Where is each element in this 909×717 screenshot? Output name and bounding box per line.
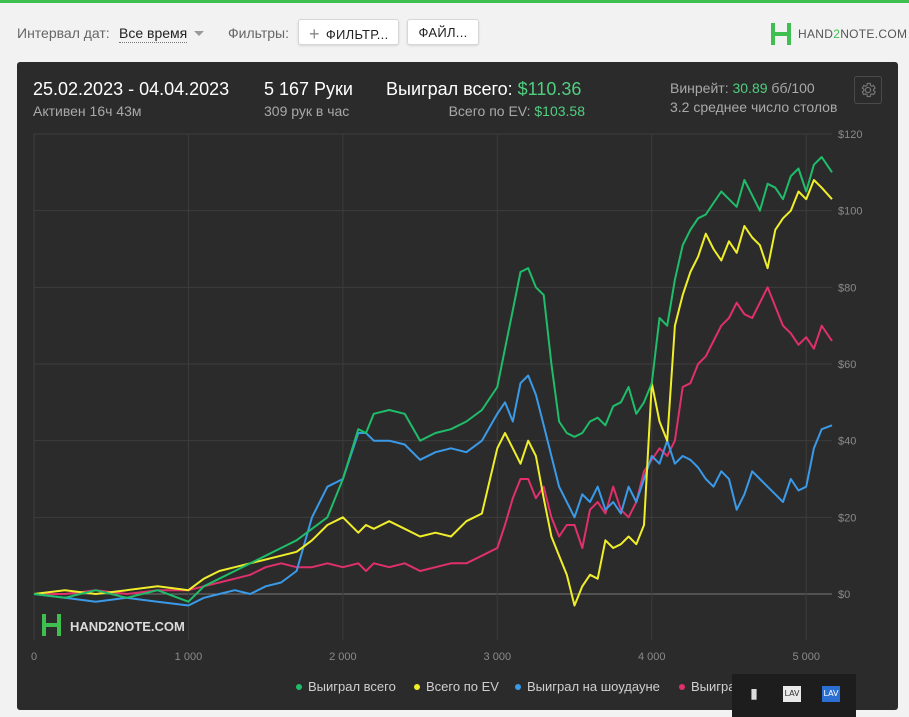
y-axis-ticks: $0 $20 $40 $60 $80 $100 $120: [838, 129, 862, 601]
filters-label: Фильтры:: [228, 25, 289, 41]
plus-icon: +: [309, 24, 320, 44]
profit-chart[interactable]: HAND2NOTE.COM 0 1 000 2 000 3 000 4 000 5 000…: [17, 62, 898, 710]
ev-total-value: $103.58: [534, 103, 585, 119]
lav-audio-icon[interactable]: LAV: [822, 686, 840, 702]
x-tick-label: 2 000: [329, 651, 357, 663]
date-range: 25.02.2023 - 04.04.2023: [33, 79, 230, 99]
series-line-no-showdown: [34, 286, 833, 595]
series-line-showdown: [33, 374, 833, 607]
winrate: Винрейт: 30.89 бб/100: [670, 80, 815, 96]
date-interval-label: Интервал дат:: [17, 25, 110, 41]
files-button[interactable]: ФАЙЛ...: [407, 19, 479, 45]
h2n-logo-icon: [771, 23, 791, 45]
winrate-value: 30.89: [732, 80, 768, 96]
x-tick-label: 4 000: [638, 651, 666, 663]
y-tick-label: $60: [838, 359, 856, 371]
y-tick-label: $80: [838, 282, 856, 294]
filters-button-label: ФИЛЬТР...: [325, 27, 389, 42]
x-tick-label: 1 000: [175, 651, 203, 663]
legend-item-won-total[interactable]: Выиграл всего: [296, 679, 396, 694]
won-total: Выиграл всего: $110.36: [386, 79, 581, 100]
y-tick-label: $120: [838, 129, 862, 141]
hands-per-hour: 309 рук в час: [264, 103, 350, 119]
y-tick-label: $40: [838, 436, 856, 448]
ev-total: Всего по EV: $103.58: [449, 103, 585, 119]
legend-item-ev-total[interactable]: Всего по EV: [414, 679, 499, 694]
files-button-label: ФАЙЛ...: [418, 25, 468, 40]
chart-series: [33, 156, 833, 607]
legend-item-no-showdown[interactable]: Выиграл без шоудауна: [679, 679, 733, 694]
legend-dot: [515, 684, 521, 690]
y-tick-label: $100: [838, 206, 862, 218]
chart-grid: [33, 133, 832, 640]
winrate-label: Винрейт:: [670, 80, 729, 96]
legend-dot: [296, 684, 302, 690]
lav-filters-icon[interactable]: LAV: [783, 686, 801, 702]
brand-logo[interactable]: HAND2NOTE.COM: [770, 21, 907, 47]
winrate-unit: бб/100: [771, 80, 815, 96]
top-accent-bar: [0, 0, 909, 3]
series-line-won-total: [33, 156, 833, 603]
series-line-ev-total: [33, 179, 833, 607]
x-axis-ticks: 0 1 000 2 000 3 000 4 000 5 000: [31, 651, 820, 663]
graph-panel: 25.02.2023 - 04.04.2023 Активен 16ч 43м …: [17, 62, 898, 710]
won-total-label: Выиграл всего:: [386, 79, 513, 99]
top-toolbar: Интервал дат: Все время Фильтры: + ФИЛЬТР…: [0, 3, 909, 59]
chart-watermark: HAND2NOTE.COM: [42, 614, 185, 636]
usb-drive-icon[interactable]: ▮: [750, 686, 758, 702]
settings-button[interactable]: [854, 76, 882, 104]
date-interval-select[interactable]: Все время: [119, 25, 188, 43]
gear-icon: [861, 82, 876, 98]
brand-text: HAND2NOTE.COM: [798, 27, 908, 41]
watermark-text: HAND2NOTE.COM: [70, 619, 185, 634]
active-time: Активен 16ч 43м: [33, 103, 142, 119]
filters-button[interactable]: + ФИЛЬТР...: [298, 19, 399, 45]
ev-total-label: Всего по EV:: [448, 103, 531, 119]
system-tray: ▮ LAV LAV: [732, 674, 856, 717]
y-tick-label: $20: [838, 512, 856, 524]
legend-item-showdown[interactable]: Выиграл на шоудауне: [515, 679, 660, 694]
won-total-value: $110.36: [517, 79, 582, 99]
y-tick-label: $0: [838, 589, 850, 601]
avg-tables: 3.2 среднее число столов: [670, 99, 838, 115]
chevron-down-icon[interactable]: [194, 31, 204, 36]
hands-count: 5 167 Руки: [264, 79, 353, 99]
legend-dot: [679, 684, 685, 690]
x-tick-label: 0: [31, 651, 37, 663]
x-tick-label: 5 000: [792, 651, 820, 663]
legend-dot: [414, 684, 420, 690]
x-tick-label: 3 000: [484, 651, 512, 663]
